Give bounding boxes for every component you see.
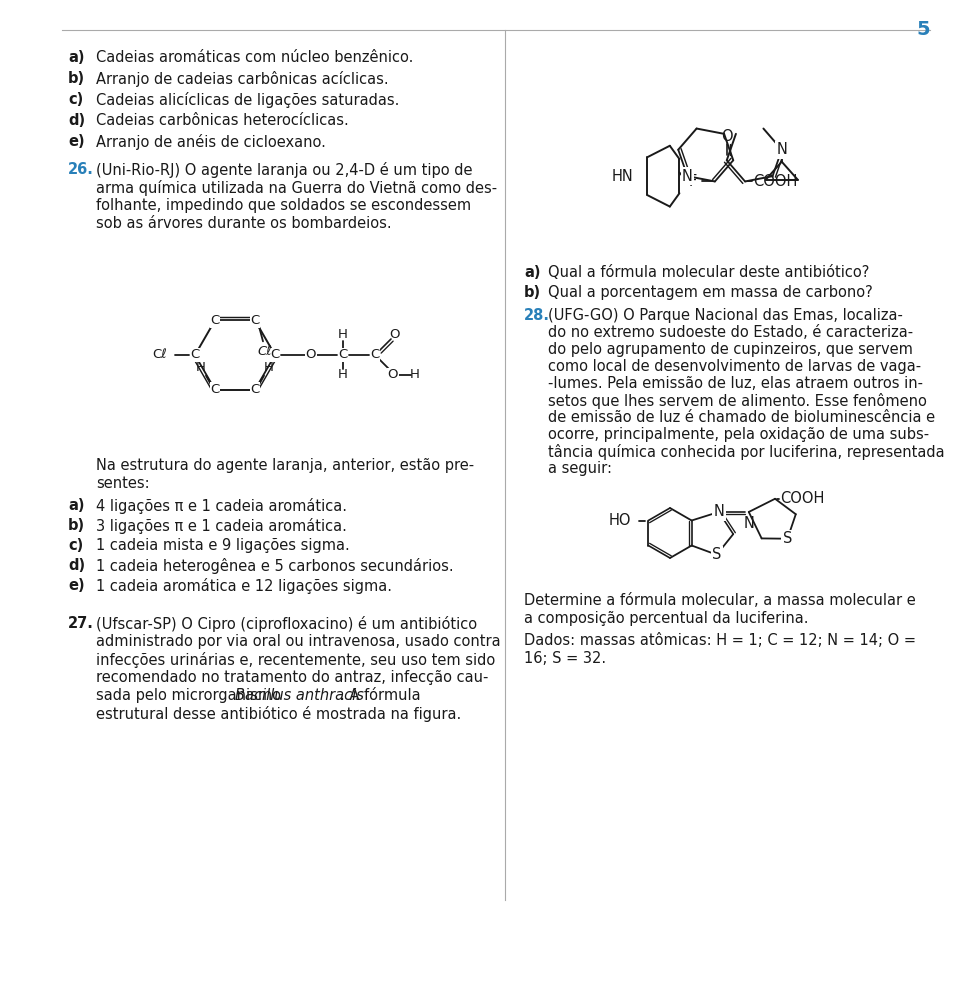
Text: b): b): [68, 518, 85, 533]
Text: 27.: 27.: [68, 616, 94, 631]
Text: Cadeias alicíclicas de ligações saturadas.: Cadeias alicíclicas de ligações saturada…: [96, 92, 399, 108]
Text: N: N: [743, 516, 755, 531]
Text: ocorre, principalmente, pela oxidação de uma subs-: ocorre, principalmente, pela oxidação de…: [548, 427, 929, 442]
Text: 16; S = 32.: 16; S = 32.: [524, 651, 606, 666]
Text: C: C: [271, 349, 279, 362]
Text: C: C: [210, 383, 220, 397]
Text: folhante, impedindo que soldados se escondessem: folhante, impedindo que soldados se esco…: [96, 198, 471, 213]
Text: Cadeias carbônicas heterocíclicas.: Cadeias carbônicas heterocíclicas.: [96, 113, 348, 128]
Text: administrado por via oral ou intravenosa, usado contra: administrado por via oral ou intravenosa…: [96, 634, 500, 649]
Text: -lumes. Pela emissão de luz, elas atraem outros in-: -lumes. Pela emissão de luz, elas atraem…: [548, 376, 923, 391]
Text: 1 cadeia aromática e 12 ligações sigma.: 1 cadeia aromática e 12 ligações sigma.: [96, 578, 392, 594]
Text: e): e): [68, 578, 84, 593]
Text: Arranjo de anéis de cicloexano.: Arranjo de anéis de cicloexano.: [96, 134, 325, 150]
Text: tância química conhecida por luciferina, representada: tância química conhecida por luciferina,…: [548, 444, 945, 460]
Text: N: N: [713, 505, 724, 520]
Text: b): b): [68, 71, 85, 86]
Text: c): c): [68, 538, 84, 553]
Text: Qual a porcentagem em massa de carbono?: Qual a porcentagem em massa de carbono?: [548, 285, 873, 300]
Text: a): a): [68, 50, 84, 65]
Text: HO: HO: [609, 513, 632, 528]
Text: HN: HN: [612, 169, 634, 184]
Text: infecções urinárias e, recentemente, seu uso tem sido: infecções urinárias e, recentemente, seu…: [96, 652, 495, 668]
Text: de emissão de luz é chamado de bioluminescência e: de emissão de luz é chamado de biolumine…: [548, 410, 935, 425]
Text: Bacillus anthracis: Bacillus anthracis: [235, 688, 364, 703]
Text: sada pelo microrganismo: sada pelo microrganismo: [96, 688, 286, 703]
Text: arma química utilizada na Guerra do Vietnã como des-: arma química utilizada na Guerra do Viet…: [96, 180, 497, 196]
Text: 28.: 28.: [524, 308, 550, 323]
Text: do no extremo sudoeste do Estado, é caracteriza-: do no extremo sudoeste do Estado, é cara…: [548, 325, 913, 340]
Text: S: S: [782, 531, 792, 547]
Text: Na estrutura do agente laranja, anterior, estão pre-: Na estrutura do agente laranja, anterior…: [96, 458, 474, 473]
Text: F: F: [688, 174, 697, 189]
Text: Determine a fórmula molecular, a massa molecular e: Determine a fórmula molecular, a massa m…: [524, 593, 916, 608]
Text: COOH: COOH: [780, 491, 825, 506]
Text: d): d): [68, 558, 85, 573]
Text: como local de desenvolvimento de larvas de vaga-: como local de desenvolvimento de larvas …: [548, 359, 922, 374]
Text: S: S: [712, 548, 721, 563]
Text: do pelo agrupamento de cupinzeiros, que servem: do pelo agrupamento de cupinzeiros, que …: [548, 342, 913, 357]
Text: Arranjo de cadeias carbônicas acíclicas.: Arranjo de cadeias carbônicas acíclicas.: [96, 71, 389, 87]
Text: COOH: COOH: [753, 174, 798, 189]
Text: Qual a fórmula molecular deste antibiótico?: Qual a fórmula molecular deste antibióti…: [548, 265, 870, 280]
Text: recomendado no tratamento do antraz, infecção cau-: recomendado no tratamento do antraz, inf…: [96, 670, 489, 685]
Text: 5: 5: [917, 20, 930, 39]
Text: a): a): [524, 265, 540, 280]
Text: O: O: [721, 129, 732, 144]
Text: 3 ligações π e 1 cadeia aromática.: 3 ligações π e 1 cadeia aromática.: [96, 518, 347, 534]
Text: a seguir:: a seguir:: [548, 461, 612, 476]
Text: sob as árvores durante os bombardeios.: sob as árvores durante os bombardeios.: [96, 216, 392, 231]
Text: C: C: [190, 349, 200, 362]
Text: Cℓ: Cℓ: [257, 345, 273, 359]
Text: c): c): [68, 92, 84, 107]
Text: a): a): [68, 498, 84, 513]
Text: O: O: [390, 328, 400, 342]
Text: H: H: [196, 361, 206, 374]
Text: Cℓ: Cℓ: [153, 349, 167, 362]
Text: 1 cadeia heterogênea e 5 carbonos secundários.: 1 cadeia heterogênea e 5 carbonos secund…: [96, 558, 454, 574]
Text: C: C: [338, 349, 348, 362]
Text: H: H: [410, 369, 420, 382]
Text: C: C: [210, 314, 220, 327]
Text: setos que lhes servem de alimento. Esse fenômeno: setos que lhes servem de alimento. Esse …: [548, 393, 926, 409]
Text: d): d): [68, 113, 85, 128]
Text: Cadeias aromáticas com núcleo benzênico.: Cadeias aromáticas com núcleo benzênico.: [96, 50, 414, 65]
Text: a composição percentual da luciferina.: a composição percentual da luciferina.: [524, 611, 808, 626]
Text: (Uni-Rio-RJ) O agente laranja ou 2,4-D é um tipo de: (Uni-Rio-RJ) O agente laranja ou 2,4-D é…: [96, 162, 472, 178]
Text: 1 cadeia mista e 9 ligações sigma.: 1 cadeia mista e 9 ligações sigma.: [96, 538, 349, 553]
Text: (UFG-GO) O Parque Nacional das Emas, localiza-: (UFG-GO) O Parque Nacional das Emas, loc…: [548, 308, 902, 323]
Text: N: N: [682, 169, 693, 184]
Text: b): b): [524, 285, 541, 300]
Text: O: O: [388, 369, 398, 382]
Text: O: O: [305, 349, 316, 362]
Text: N: N: [777, 142, 787, 157]
Text: C: C: [251, 383, 259, 397]
Text: C: C: [371, 349, 379, 362]
Text: H: H: [264, 361, 274, 374]
Text: e): e): [68, 134, 84, 149]
Text: H: H: [338, 369, 348, 382]
Text: H: H: [338, 328, 348, 342]
Text: C: C: [251, 314, 259, 327]
Text: . A fórmula: . A fórmula: [340, 688, 420, 703]
Text: (Ufscar-SP) O Cipro (ciprofloxacino) é um antibiótico: (Ufscar-SP) O Cipro (ciprofloxacino) é u…: [96, 616, 477, 632]
Text: Dados: massas atômicas: H = 1; C = 12; N = 14; O =: Dados: massas atômicas: H = 1; C = 12; N…: [524, 633, 916, 648]
Text: sentes:: sentes:: [96, 476, 150, 491]
Text: 4 ligações π e 1 cadeia aromática.: 4 ligações π e 1 cadeia aromática.: [96, 498, 347, 514]
Text: estrutural desse antibiótico é mostrada na figura.: estrutural desse antibiótico é mostrada …: [96, 706, 461, 722]
Text: 26.: 26.: [68, 162, 94, 177]
